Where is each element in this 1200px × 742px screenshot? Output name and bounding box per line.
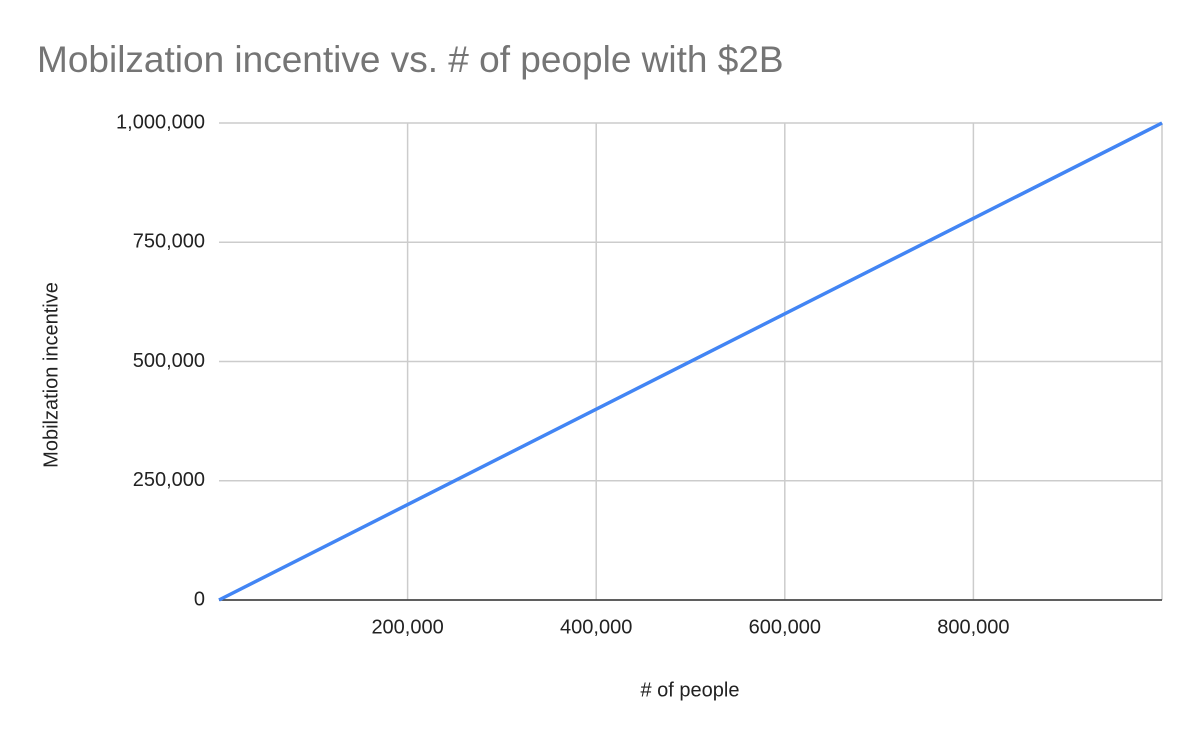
x-axis-title: # of people <box>641 679 740 701</box>
y-tick-label: 250,000 <box>133 469 205 491</box>
y-tick-label: 0 <box>194 588 205 610</box>
chart-title: Mobilzation incentive vs. # of people wi… <box>37 39 784 80</box>
data-line <box>218 121 1163 602</box>
y-tick-label: 750,000 <box>133 231 205 253</box>
x-tick-label: 800,000 <box>937 616 1009 638</box>
y-tick-label: 1,000,000 <box>116 111 205 133</box>
y-axis-title: Mobilzation incentive <box>40 282 62 468</box>
x-tick-label: 400,000 <box>560 616 632 638</box>
x-tick-label: 600,000 <box>749 616 821 638</box>
y-tick-label: 500,000 <box>133 350 205 372</box>
x-tick-label: 200,000 <box>371 616 443 638</box>
